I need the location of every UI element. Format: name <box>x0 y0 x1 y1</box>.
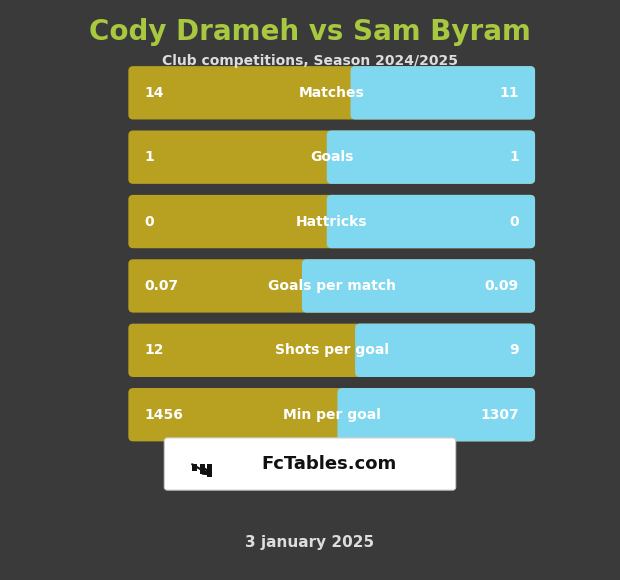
Text: Min per goal: Min per goal <box>283 408 381 422</box>
Text: Goals: Goals <box>310 150 353 164</box>
Bar <box>355 71 533 115</box>
Text: 0: 0 <box>509 215 519 229</box>
Text: 12: 12 <box>144 343 164 357</box>
Text: Hattricks: Hattricks <box>296 215 368 229</box>
FancyBboxPatch shape <box>128 66 535 119</box>
FancyBboxPatch shape <box>164 438 456 490</box>
Text: FcTables.com: FcTables.com <box>261 455 396 473</box>
Text: 0: 0 <box>144 215 154 229</box>
Text: 1456: 1456 <box>144 408 184 422</box>
Text: 1: 1 <box>509 150 519 164</box>
Bar <box>207 464 212 477</box>
Text: 3 january 2025: 3 january 2025 <box>246 535 374 550</box>
Text: 1307: 1307 <box>480 408 519 422</box>
Text: 9: 9 <box>509 343 519 357</box>
Text: 0.07: 0.07 <box>144 279 179 293</box>
FancyBboxPatch shape <box>350 66 535 119</box>
Bar <box>332 135 533 179</box>
Bar <box>192 464 197 471</box>
FancyBboxPatch shape <box>128 130 535 184</box>
FancyBboxPatch shape <box>327 130 535 184</box>
FancyBboxPatch shape <box>128 324 535 377</box>
Bar <box>332 200 533 244</box>
Text: Cody Drameh vs Sam Byram: Cody Drameh vs Sam Byram <box>89 18 531 46</box>
Bar <box>307 264 533 308</box>
FancyBboxPatch shape <box>302 259 535 313</box>
Text: 0.09: 0.09 <box>485 279 519 293</box>
Text: 1: 1 <box>144 150 154 164</box>
Text: 14: 14 <box>144 86 164 100</box>
Bar <box>342 393 533 437</box>
FancyBboxPatch shape <box>355 324 535 377</box>
FancyBboxPatch shape <box>128 388 535 441</box>
Text: Goals per match: Goals per match <box>268 279 396 293</box>
Text: Club competitions, Season 2024/2025: Club competitions, Season 2024/2025 <box>162 54 458 68</box>
FancyBboxPatch shape <box>128 259 535 313</box>
FancyBboxPatch shape <box>327 195 535 248</box>
Bar <box>360 328 533 372</box>
Text: Shots per goal: Shots per goal <box>275 343 389 357</box>
Text: 11: 11 <box>500 86 519 100</box>
Bar <box>200 464 205 474</box>
FancyBboxPatch shape <box>128 195 535 248</box>
Text: Matches: Matches <box>299 86 365 100</box>
FancyBboxPatch shape <box>337 388 535 441</box>
